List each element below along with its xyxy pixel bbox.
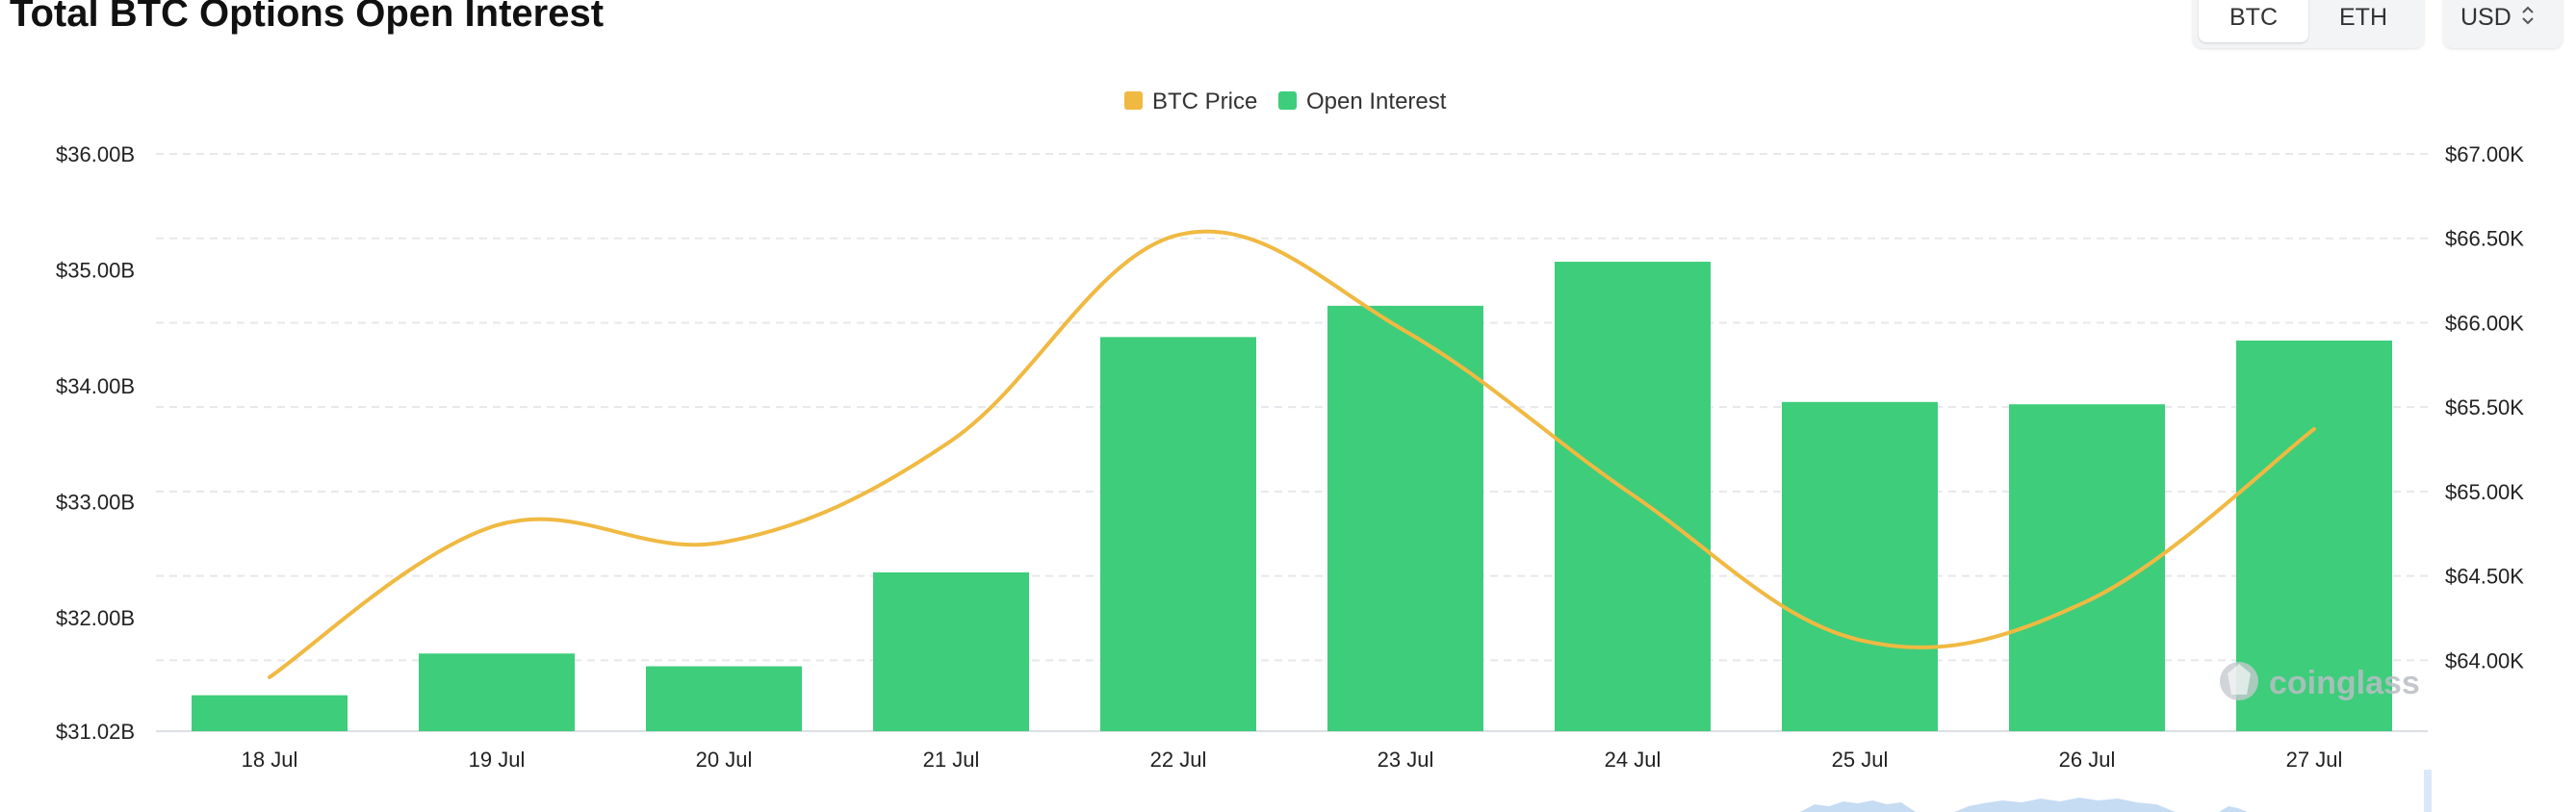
- btc-price-line-group: [268, 229, 2316, 679]
- open-interest-bar[interactable]: [1100, 337, 1256, 731]
- right-axis-tick-label: $67.00K: [2445, 142, 2524, 166]
- x-axis-tick-label: 20 Jul: [696, 748, 753, 772]
- watermark-label: coinglass: [2269, 665, 2420, 701]
- open-interest-bar[interactable]: [873, 571, 1029, 731]
- x-axis-tick-label: 21 Jul: [923, 748, 980, 772]
- chevron-up-down-icon: [2521, 5, 2535, 29]
- open-interest-bar[interactable]: [2236, 340, 2392, 731]
- legend-label-open-interest: Open Interest: [1306, 89, 1447, 114]
- currency-select[interactable]: USD: [2443, 0, 2563, 48]
- open-interest-bar[interactable]: [2009, 404, 2165, 731]
- open-interest-bar[interactable]: [646, 666, 802, 731]
- right-axis-tick-label: $66.50K: [2445, 227, 2524, 251]
- legend-swatch-open-interest: [1278, 91, 1297, 110]
- watermark: coinglass: [2220, 662, 2420, 701]
- legend: BTC Price Open Interest: [1124, 89, 1447, 114]
- x-axis-tick-label: 27 Jul: [2286, 748, 2343, 772]
- right-axis-tick-label: $65.00K: [2445, 480, 2524, 504]
- left-axis: $31.02B $32.00B $33.00B $34.00B $35.00B $36.0…: [56, 142, 135, 744]
- left-axis-tick-label: $33.00B: [56, 490, 135, 514]
- legend-item-open-interest[interactable]: Open Interest: [1278, 89, 1447, 114]
- btc-price-line[interactable]: [268, 229, 2316, 679]
- right-axis-tick-label: $64.00K: [2445, 648, 2524, 672]
- x-axis-tick-label: 18 Jul: [242, 748, 298, 772]
- x-axis-tick-label: 24 Jul: [1605, 748, 1662, 772]
- left-axis-tick-label: $34.00B: [56, 374, 135, 398]
- right-axis-tick-label: $65.50K: [2445, 395, 2524, 419]
- open-interest-bar[interactable]: [1782, 401, 1938, 731]
- right-axis: $64.00K $64.50K $65.00K $65.50K $66.00K $66.5…: [2445, 142, 2524, 672]
- legend-item-btc-price[interactable]: BTC Price: [1124, 89, 1257, 114]
- coinglass-logo-icon: [2220, 662, 2258, 700]
- eth-toggle-button[interactable]: ETH: [2339, 3, 2387, 31]
- left-axis-tick-label: $36.00B: [56, 142, 135, 166]
- x-axis-tick-label: 26 Jul: [2059, 748, 2116, 772]
- legend-label-btc-price: BTC Price: [1152, 89, 1257, 114]
- open-interest-bar[interactable]: [419, 653, 575, 731]
- currency-value: USD: [2460, 3, 2512, 31]
- navigator-minimap: [1800, 770, 2432, 812]
- x-axis-tick-label: 25 Jul: [1832, 748, 1889, 772]
- x-axis: 18 Jul 19 Jul 20 Jul 21 Jul 22 Jul 23 Jul 24 J…: [242, 748, 2343, 772]
- left-axis-tick-label: $35.00B: [56, 258, 135, 282]
- right-axis-tick-label: $64.50K: [2445, 565, 2524, 589]
- x-axis-tick-label: 19 Jul: [469, 748, 526, 772]
- right-axis-tick-label: $66.00K: [2445, 311, 2524, 335]
- open-interest-bar[interactable]: [192, 695, 348, 731]
- left-axis-tick-label: $32.00B: [56, 606, 135, 630]
- legend-swatch-btc-price: [1124, 91, 1143, 110]
- asset-toggle: BTC ETH: [2193, 0, 2424, 48]
- open-interest-bar[interactable]: [1327, 305, 1483, 731]
- x-axis-tick-label: 22 Jul: [1150, 748, 1207, 772]
- left-axis-tick-label: $31.02B: [56, 720, 135, 744]
- page-title: Total BTC Options Open Interest: [10, 0, 605, 35]
- btc-toggle-button[interactable]: BTC: [2199, 0, 2308, 42]
- x-axis-tick-label: 23 Jul: [1378, 748, 1434, 772]
